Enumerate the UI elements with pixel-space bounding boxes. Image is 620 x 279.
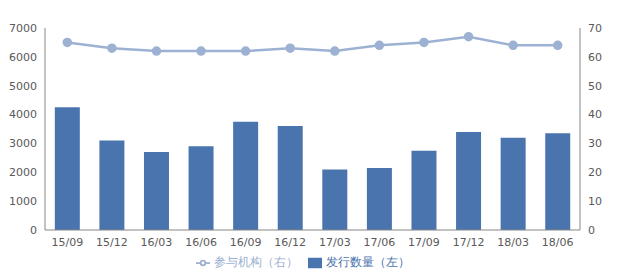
svg-text:16/12: 16/12 (274, 236, 306, 249)
svg-text:18/06: 18/06 (542, 236, 574, 249)
svg-text:2000: 2000 (9, 166, 37, 179)
svg-text:17/06: 17/06 (364, 236, 396, 249)
svg-text:17/09: 17/09 (408, 236, 440, 249)
svg-text:10: 10 (588, 195, 602, 208)
svg-text:5000: 5000 (9, 80, 37, 93)
svg-text:1000: 1000 (9, 195, 37, 208)
svg-text:17/03: 17/03 (319, 236, 351, 249)
svg-text:40: 40 (588, 108, 602, 121)
svg-text:0: 0 (30, 224, 37, 237)
svg-text:16/09: 16/09 (230, 236, 262, 249)
svg-text:7000: 7000 (9, 22, 37, 35)
svg-text:18/03: 18/03 (497, 236, 529, 249)
svg-text:50: 50 (588, 80, 602, 93)
svg-text:4000: 4000 (9, 108, 37, 121)
html-text:参与机构（右）: 参与机构（右） (213, 255, 298, 269)
svg-text:17/12: 17/12 (453, 236, 485, 249)
svg-text:16/03: 16/03 (141, 236, 173, 249)
svg-text:15/12: 15/12 (96, 236, 128, 249)
svg-text:6000: 6000 (9, 51, 37, 64)
svg-text:30: 30 (588, 137, 602, 150)
svg-text:20: 20 (588, 166, 602, 179)
svg-text:60: 60 (588, 51, 602, 64)
svg-text:15/09: 15/09 (51, 236, 83, 249)
html-text:发行数量（左）: 发行数量（左） (325, 255, 410, 269)
svg-text:3000: 3000 (9, 137, 37, 150)
svg-text:0: 0 (588, 224, 595, 237)
svg-text:70: 70 (588, 22, 602, 35)
svg-text:16/06: 16/06 (185, 236, 217, 249)
